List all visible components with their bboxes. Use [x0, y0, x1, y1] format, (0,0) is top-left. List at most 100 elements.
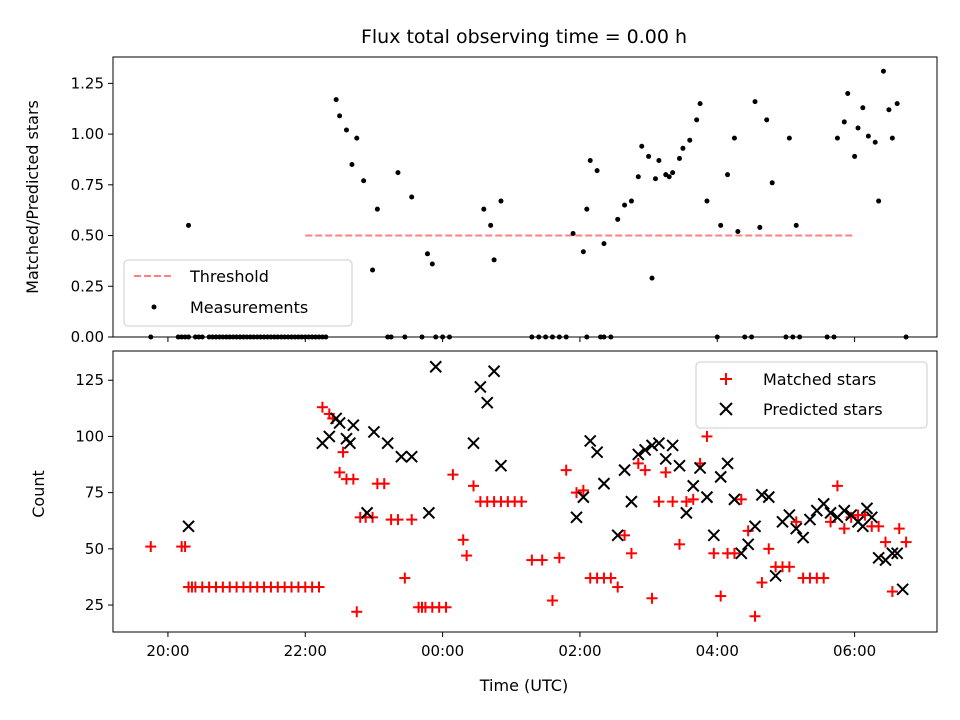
predicted-star-marker — [611, 529, 624, 542]
matched-star-marker — [560, 464, 572, 476]
predicted-star-marker — [803, 513, 817, 526]
predicted-star-marker — [645, 439, 659, 452]
matched-star-marker — [392, 514, 404, 526]
bottom-y-tick-label: 125 — [75, 371, 104, 389]
measurement-point — [615, 216, 621, 222]
measurement-point — [793, 222, 799, 228]
top-chart-title: Flux total observing time = 0.00 h — [361, 26, 687, 48]
top-y-tick-label: 0.25 — [71, 277, 104, 295]
matched-star-marker — [735, 493, 747, 505]
predicted-star-marker — [817, 497, 830, 511]
measurement-point — [694, 117, 700, 123]
measurement-point — [880, 68, 886, 74]
matched-star-marker — [886, 586, 898, 598]
matched-star-marker — [605, 572, 617, 584]
predicted-star-marker — [467, 436, 480, 450]
predicted-star-marker — [890, 547, 904, 560]
matched-star-marker — [577, 484, 589, 496]
measurement-point — [769, 180, 775, 186]
matched-star-marker — [674, 538, 685, 550]
matched-star-marker — [783, 561, 795, 573]
matched-star-marker — [653, 496, 665, 508]
measurement-point — [628, 198, 634, 204]
measurement-point — [584, 206, 590, 212]
measurement-point — [646, 153, 652, 159]
matched-star-marker — [406, 514, 418, 526]
predicted-star-marker — [824, 506, 837, 520]
measurement-point — [361, 178, 367, 184]
matched-star-marker — [351, 606, 363, 618]
predicted-star-marker — [570, 511, 583, 524]
measurement-point — [677, 155, 682, 161]
matched-star-marker — [763, 543, 775, 555]
matched-star-marker — [900, 536, 912, 548]
predicted-star-marker — [728, 493, 741, 506]
measurement-point — [652, 176, 658, 182]
matched-star-marker — [632, 457, 644, 469]
matched-star-marker — [831, 480, 843, 492]
bottom-plot-marks — [145, 360, 912, 622]
predicted-star-marker — [790, 522, 803, 535]
measurement-point — [666, 174, 672, 180]
predicted-star-marker — [323, 430, 336, 443]
predicted-star-marker — [896, 583, 909, 596]
matched-star-marker — [619, 529, 631, 541]
matched-star-marker — [313, 581, 325, 593]
predicted-star-marker — [680, 506, 693, 520]
measurement-point — [886, 107, 892, 113]
matched-star-marker — [646, 592, 658, 604]
matched-star-marker — [687, 493, 699, 505]
predicted-star-marker — [333, 416, 346, 430]
matched-star-marker — [334, 466, 346, 478]
matched-star-marker — [701, 430, 713, 442]
matched-star-marker — [639, 464, 651, 476]
predicted-star-marker — [762, 490, 775, 504]
predicted-star-marker — [584, 434, 597, 448]
predicted-star-marker — [886, 547, 899, 560]
legend-measurements-swatch — [151, 304, 157, 310]
measurement-point — [680, 145, 686, 151]
matched-star-marker — [546, 595, 558, 607]
measurement-point — [622, 202, 628, 208]
predicted-star-marker — [481, 396, 494, 409]
predicted-star-marker — [638, 443, 652, 457]
predicted-star-marker — [741, 538, 755, 551]
predicted-star-marker — [707, 529, 721, 542]
matched-star-marker — [880, 536, 891, 548]
predicted-star-marker — [748, 520, 762, 533]
measurement-point — [635, 174, 641, 180]
top-y-tick-label: 0.75 — [71, 176, 104, 194]
predicted-star-marker — [494, 459, 508, 472]
measurement-point — [656, 157, 662, 163]
measurement-point — [687, 137, 693, 143]
predicted-star-marker — [721, 457, 734, 470]
matched-star-marker — [838, 523, 850, 535]
matched-star-marker — [708, 547, 720, 559]
matched-star-marker — [347, 473, 359, 485]
measurement-point — [333, 97, 339, 103]
predicted-star-marker — [367, 425, 381, 439]
measurement-point — [860, 105, 866, 111]
x-axis-label: Time (UTC) — [479, 676, 568, 695]
bottom-y-axis-label: Count — [29, 470, 48, 518]
measurement-point — [349, 162, 355, 168]
matched-star-marker — [337, 446, 349, 458]
legend-matched-swatch — [720, 373, 732, 385]
matched-star-marker — [416, 601, 428, 613]
predicted-star-marker — [714, 470, 727, 484]
measurement-point — [841, 119, 847, 125]
matched-star-marker — [749, 610, 761, 622]
measurement-point — [488, 222, 494, 228]
predicted-star-marker — [865, 511, 878, 524]
predicted-star-marker — [405, 450, 418, 463]
bottom-legend: Matched stars Predicted stars — [695, 361, 928, 429]
measurement-point — [481, 206, 487, 212]
measurement-point — [834, 135, 840, 141]
measurement-point — [370, 267, 376, 273]
x-tick-label: 22:00 — [284, 642, 327, 660]
legend-matched-label: Matched stars — [763, 370, 876, 389]
matched-star-marker — [790, 516, 802, 528]
top-y-tick-label: 0.00 — [71, 328, 104, 346]
predicted-star-marker — [381, 436, 394, 450]
predicted-star-marker — [577, 490, 590, 504]
